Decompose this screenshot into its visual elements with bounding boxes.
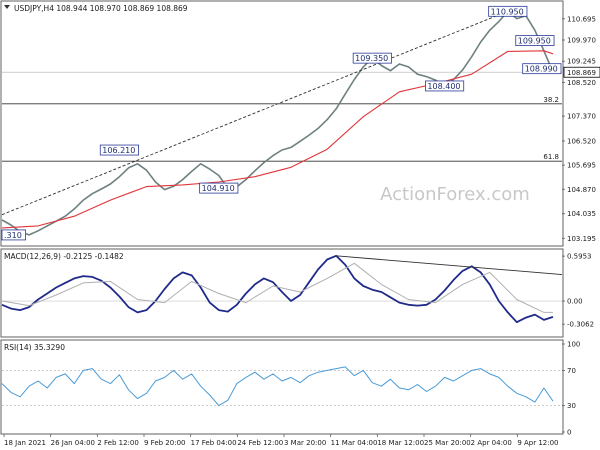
x-tick-label: 3 Mar 20:00 bbox=[284, 439, 326, 447]
x-tick-label: 26 Jan 04:00 bbox=[51, 439, 95, 447]
x-tick-label: 11 Mar 04:00 bbox=[331, 439, 378, 447]
rsi-y-tick-label: 30 bbox=[567, 402, 576, 410]
x-tick-label: 18 Jan 2021 bbox=[4, 439, 46, 447]
price-label: 106.210 bbox=[99, 144, 139, 156]
price-label-box bbox=[352, 52, 392, 64]
price-label-text: 106.210 bbox=[102, 146, 135, 155]
price-label-text: 104.910 bbox=[202, 184, 235, 193]
fib-levels: 38.2 61.8 bbox=[2, 71, 562, 162]
price-y-tick-label: 108.520 bbox=[567, 79, 596, 87]
macd-header: MACD(12,26,9) -0.2125 -0.1482 bbox=[4, 252, 124, 261]
price-label-text: 108.400 bbox=[427, 82, 460, 91]
rsi-header: RSI(14) 35.3290 bbox=[4, 343, 65, 352]
price-y-tick-label: 110.695 bbox=[567, 15, 596, 23]
price-y-tick-label: 109.245 bbox=[567, 58, 596, 66]
price-label-text: 110.950 bbox=[491, 7, 524, 16]
rsi-y-tick-label: 70 bbox=[567, 367, 576, 375]
price-annotations: .310 106.210 104.910 109.350 108.400 110.950 1… bbox=[1, 5, 562, 241]
price-y-tick-label: 105.695 bbox=[567, 162, 596, 170]
price-label-box bbox=[1, 229, 27, 241]
price-series bbox=[1, 10, 554, 236]
price-label: 109.350 bbox=[352, 52, 392, 64]
x-tick-label: 24 Feb 12:00 bbox=[237, 439, 283, 447]
macd-y-tick-label: -0.3062 bbox=[567, 321, 594, 329]
price-label-box bbox=[522, 63, 562, 75]
x-tick-label: 9 Apr 12:00 bbox=[517, 439, 558, 447]
price-label: 109.950 bbox=[515, 35, 555, 46]
fib-label: 61.8 bbox=[543, 153, 559, 161]
price-label-text: .310 bbox=[4, 231, 22, 240]
macd-trendline bbox=[336, 255, 563, 276]
price-label: 108.990 bbox=[522, 63, 562, 75]
price-label-box bbox=[425, 80, 465, 92]
price-y-tick-label: 103.195 bbox=[567, 235, 596, 243]
price-y-tick-label: 104.870 bbox=[567, 186, 596, 194]
price-y-tick-label: 104.035 bbox=[567, 210, 596, 218]
rsi-panel bbox=[0, 339, 564, 435]
price-label-text: 109.350 bbox=[355, 54, 388, 63]
x-tick-label: 9 Feb 20:00 bbox=[144, 439, 185, 447]
x-tick-label: 18 Mar 12:00 bbox=[377, 439, 424, 447]
macd-series bbox=[1, 254, 563, 324]
price-y-tick-label: 109.970 bbox=[567, 37, 596, 45]
price-label-box bbox=[488, 5, 528, 17]
x-axis: 18 Jan 2021 26 Jan 04:00 2 Feb 12:00 9 Feb … bbox=[3, 434, 559, 447]
rsi-y-axis: 100 70 30 0 bbox=[562, 341, 580, 437]
watermark: ActionForex.com bbox=[380, 184, 530, 205]
x-tick-label: 2 Apr 04:00 bbox=[471, 439, 512, 447]
fib-label: 38.2 bbox=[543, 96, 559, 104]
price-label: .310 bbox=[1, 229, 27, 241]
rsi-y-tick-label: 0 bbox=[567, 429, 571, 437]
price-label-box bbox=[99, 144, 139, 156]
price-y-tick-label: 107.370 bbox=[567, 113, 596, 121]
macd-y-tick-label: 0.5953 bbox=[567, 253, 592, 261]
price-line bbox=[1, 10, 554, 236]
current-price-marker: 108.869 bbox=[563, 66, 600, 78]
price-header: USDJPY,H4 108.944 108.970 108.869 108.86… bbox=[14, 4, 188, 13]
macd-y-axis: 0.5953 0.00 -0.3062 bbox=[562, 253, 594, 329]
x-tick-label: 25 Mar 20:00 bbox=[424, 439, 471, 447]
price-label: 110.950 bbox=[488, 5, 528, 17]
price-label-box bbox=[515, 35, 555, 46]
moving-average-line bbox=[1, 50, 554, 229]
price-y-axis: 110.695 109.970 109.245 108.520 107.370 106.5… bbox=[562, 15, 596, 243]
trendline bbox=[1, 10, 508, 216]
price-label-box bbox=[199, 182, 239, 194]
price-label: 108.400 bbox=[425, 80, 465, 92]
dropdown-triangle-icon[interactable] bbox=[4, 5, 10, 9]
macd-y-tick-label: 0.00 bbox=[567, 298, 583, 306]
price-label-text: 109.950 bbox=[518, 37, 551, 46]
x-tick-label: 17 Feb 04:00 bbox=[191, 439, 237, 447]
rsi-series bbox=[1, 366, 562, 407]
current-price-label: 108.869 bbox=[567, 69, 596, 77]
price-y-tick-label: 106.520 bbox=[567, 137, 596, 145]
price-label: 104.910 bbox=[199, 182, 239, 194]
price-panel bbox=[0, 0, 564, 247]
rsi-y-tick-label: 100 bbox=[567, 341, 580, 349]
price-label-text: 108.990 bbox=[525, 65, 558, 74]
macd-signal-line bbox=[1, 262, 553, 313]
x-tick-label: 2 Feb 12:00 bbox=[97, 439, 138, 447]
rsi-line bbox=[1, 366, 554, 407]
